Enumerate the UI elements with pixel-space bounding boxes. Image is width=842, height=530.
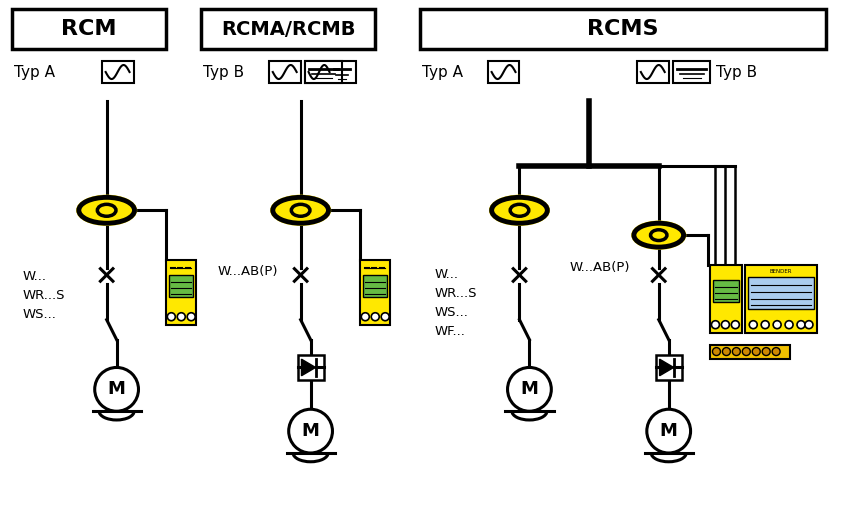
Bar	[673, 61, 711, 83]
Text: W...AB(P): W...AB(P)	[569, 261, 630, 275]
Text: M: M	[660, 422, 678, 440]
Circle shape	[711, 321, 719, 329]
Text: RCMA/RCMB: RCMA/RCMB	[221, 20, 355, 39]
Ellipse shape	[98, 205, 116, 216]
Text: Typ A: Typ A	[14, 65, 55, 80]
Circle shape	[178, 313, 185, 321]
Text: M: M	[301, 422, 319, 440]
Polygon shape	[659, 359, 674, 376]
Circle shape	[371, 313, 379, 321]
Text: W...
WR...S
WS...: W... WR...S WS...	[22, 270, 65, 321]
Bar	[12, 10, 167, 49]
Text: W...
WR...S
WS...
WF...: W... WR...S WS... WF...	[435, 268, 477, 338]
Bar	[711, 265, 743, 333]
Bar	[749, 277, 814, 309]
Circle shape	[381, 313, 389, 321]
Bar	[102, 61, 134, 83]
Circle shape	[743, 348, 750, 356]
Bar	[656, 355, 682, 381]
Circle shape	[722, 321, 729, 329]
Circle shape	[508, 367, 552, 411]
Circle shape	[94, 367, 138, 411]
Circle shape	[733, 348, 740, 356]
Bar	[269, 61, 301, 83]
Ellipse shape	[77, 196, 136, 225]
Bar	[169, 275, 193, 297]
Bar	[488, 61, 520, 83]
Bar	[305, 61, 356, 83]
Circle shape	[361, 313, 370, 321]
Circle shape	[647, 409, 690, 453]
Polygon shape	[301, 359, 316, 376]
Circle shape	[762, 348, 770, 356]
Text: RCMS: RCMS	[587, 19, 658, 39]
Text: W...AB(P): W...AB(P)	[217, 266, 278, 278]
Text: Typ A: Typ A	[422, 65, 463, 80]
Ellipse shape	[651, 230, 667, 241]
Circle shape	[749, 321, 757, 329]
Bar	[167, 260, 196, 325]
Circle shape	[772, 348, 780, 356]
Bar	[711, 344, 790, 358]
Text: M: M	[108, 381, 125, 399]
Ellipse shape	[632, 221, 685, 249]
Circle shape	[805, 321, 813, 329]
Text: BENDER: BENDER	[770, 269, 792, 275]
Bar	[305, 61, 343, 83]
Bar	[201, 10, 376, 49]
Ellipse shape	[271, 196, 330, 225]
Text: RCM: RCM	[61, 19, 117, 39]
Circle shape	[289, 409, 333, 453]
Ellipse shape	[291, 205, 310, 216]
Circle shape	[712, 348, 721, 356]
Circle shape	[752, 348, 760, 356]
Bar	[298, 355, 323, 381]
Circle shape	[797, 321, 805, 329]
Bar	[713, 280, 739, 302]
Bar	[745, 265, 817, 333]
Bar	[420, 10, 826, 49]
Text: Typ B: Typ B	[717, 65, 758, 80]
Bar	[637, 61, 669, 83]
Ellipse shape	[490, 196, 549, 225]
Circle shape	[761, 321, 769, 329]
Circle shape	[732, 321, 739, 329]
Text: M: M	[520, 381, 538, 399]
Bar	[363, 275, 387, 297]
Circle shape	[722, 348, 730, 356]
Circle shape	[773, 321, 781, 329]
Circle shape	[187, 313, 195, 321]
Text: Typ B: Typ B	[203, 65, 244, 80]
Bar	[360, 260, 390, 325]
Circle shape	[785, 321, 793, 329]
Ellipse shape	[510, 205, 529, 216]
Circle shape	[168, 313, 175, 321]
